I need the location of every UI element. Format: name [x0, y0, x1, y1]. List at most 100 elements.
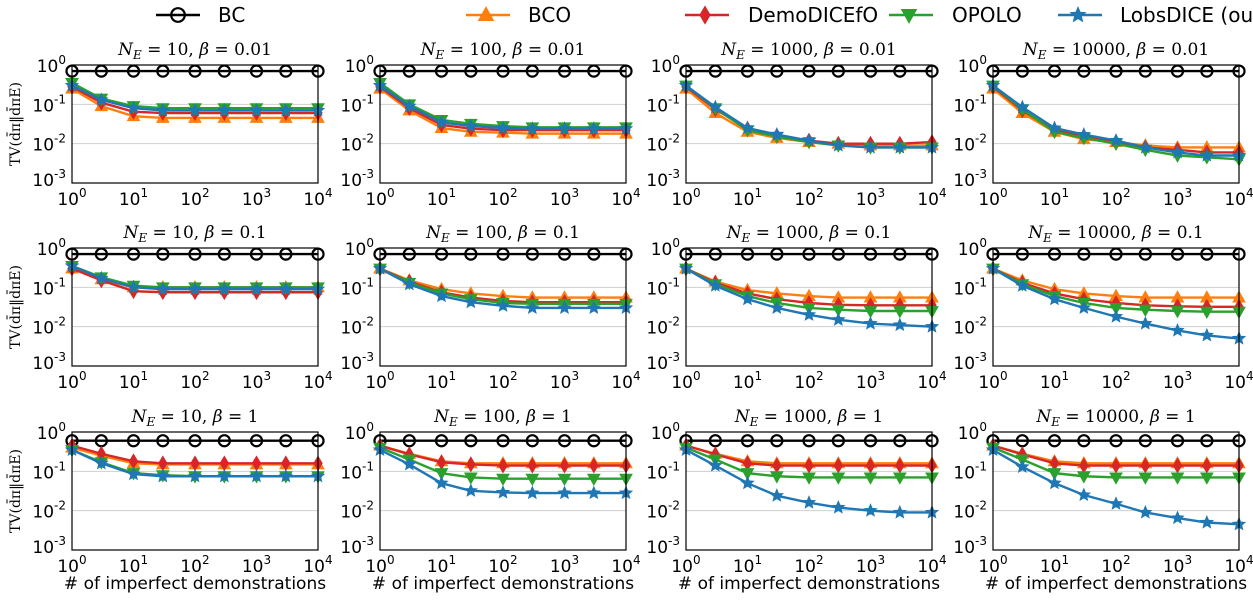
x-tick-label: 104	[611, 186, 640, 210]
data-point	[1138, 434, 1152, 448]
y-axis-label: TV(d̄π‖d̄πE)	[6, 82, 24, 166]
data-point	[802, 434, 816, 448]
data-point	[1076, 471, 1091, 484]
data-point	[1109, 434, 1123, 448]
data-point	[863, 316, 878, 330]
data-point	[1047, 475, 1062, 490]
data-point	[557, 485, 572, 500]
x-tick-label: 103	[550, 553, 579, 577]
data-point	[187, 281, 203, 296]
data-point	[1199, 147, 1215, 162]
x-tick-label: 100	[671, 369, 700, 393]
x-tick-label: 104	[303, 186, 332, 210]
legend-entry: BC	[156, 3, 245, 27]
data-point	[1077, 434, 1091, 448]
x-tick-label: 100	[978, 186, 1007, 210]
data-point	[498, 457, 508, 474]
axes-frame	[379, 64, 627, 184]
data-point	[463, 294, 479, 309]
x-tick-label: 101	[119, 553, 148, 577]
data-point	[1200, 434, 1214, 448]
data-point	[279, 434, 293, 448]
legend-label: BC	[218, 3, 245, 27]
x-tick-label: 102	[488, 553, 517, 577]
y-tick-label: 100	[37, 420, 66, 444]
data-point	[1170, 472, 1185, 485]
data-point	[1109, 472, 1123, 485]
data-point	[249, 102, 264, 117]
y-tick-label: 10-1	[32, 275, 66, 299]
data-point	[249, 281, 264, 296]
data-point	[1109, 302, 1123, 316]
data-point	[1138, 504, 1153, 519]
y-tick-label: 10-3	[953, 167, 987, 191]
data-point	[769, 127, 785, 141]
x-tick-label: 100	[671, 186, 700, 210]
y-tick-label: 100	[958, 420, 987, 444]
data-point	[156, 434, 170, 448]
y-tick-label: 10-3	[953, 534, 987, 558]
data-point	[527, 457, 538, 474]
data-point	[892, 139, 908, 154]
data-point	[1047, 468, 1062, 481]
data-point	[708, 434, 722, 448]
data-point	[463, 118, 479, 133]
legend-entry: BCO	[466, 3, 571, 27]
y-tick-label: 10-3	[340, 167, 374, 191]
data-point	[586, 300, 602, 315]
data-point	[402, 98, 417, 113]
data-point	[708, 278, 723, 292]
y-tick-label: 10-1	[953, 275, 987, 299]
x-tick-label: 103	[550, 186, 579, 210]
legend-entry: LobsDICE (ours)	[1058, 3, 1253, 27]
y-tick-label: 10-2	[953, 132, 987, 156]
data-point	[155, 102, 171, 117]
y-tick-label: 10-1	[646, 92, 680, 116]
panel-title: NE = 10000, β = 0.1	[1027, 223, 1204, 245]
axes-frame	[71, 64, 319, 184]
axes-frame	[71, 247, 319, 367]
x-tick-label: 103	[856, 553, 885, 577]
axes-frame	[685, 247, 933, 367]
data-point	[1202, 457, 1212, 474]
data-point	[436, 454, 447, 471]
data-point	[1015, 434, 1029, 448]
x-tick-label: 102	[488, 186, 517, 210]
legend-marker	[477, 6, 495, 21]
data-point	[1108, 496, 1124, 510]
y-tick-label: 100	[37, 236, 66, 260]
data-point	[865, 457, 876, 474]
data-point	[831, 304, 846, 318]
x-tick-label: 100	[57, 553, 86, 577]
panel-title: NE = 100, β = 1	[433, 407, 572, 429]
x-tick-label: 101	[733, 186, 762, 210]
data-point	[559, 457, 570, 474]
x-tick-label: 102	[794, 369, 823, 393]
data-point	[769, 488, 785, 502]
data-point	[434, 468, 449, 481]
x-tick-label: 104	[1224, 553, 1253, 577]
data-point	[769, 300, 785, 315]
data-point	[833, 457, 844, 474]
data-point	[1015, 459, 1030, 473]
data-point	[892, 306, 907, 319]
y-tick-label: 10-2	[953, 499, 987, 523]
data-point	[1138, 472, 1153, 485]
x-tick-label: 102	[1101, 369, 1130, 393]
data-point	[463, 472, 478, 485]
axes-frame	[992, 247, 1240, 367]
data-point	[217, 434, 231, 448]
x-tick-label: 103	[242, 553, 271, 577]
y-tick-label: 10-2	[32, 132, 66, 156]
data-point	[892, 504, 908, 519]
data-point	[801, 495, 817, 509]
x-tick-label: 102	[488, 369, 517, 393]
data-point	[740, 468, 755, 481]
data-point	[895, 457, 905, 474]
